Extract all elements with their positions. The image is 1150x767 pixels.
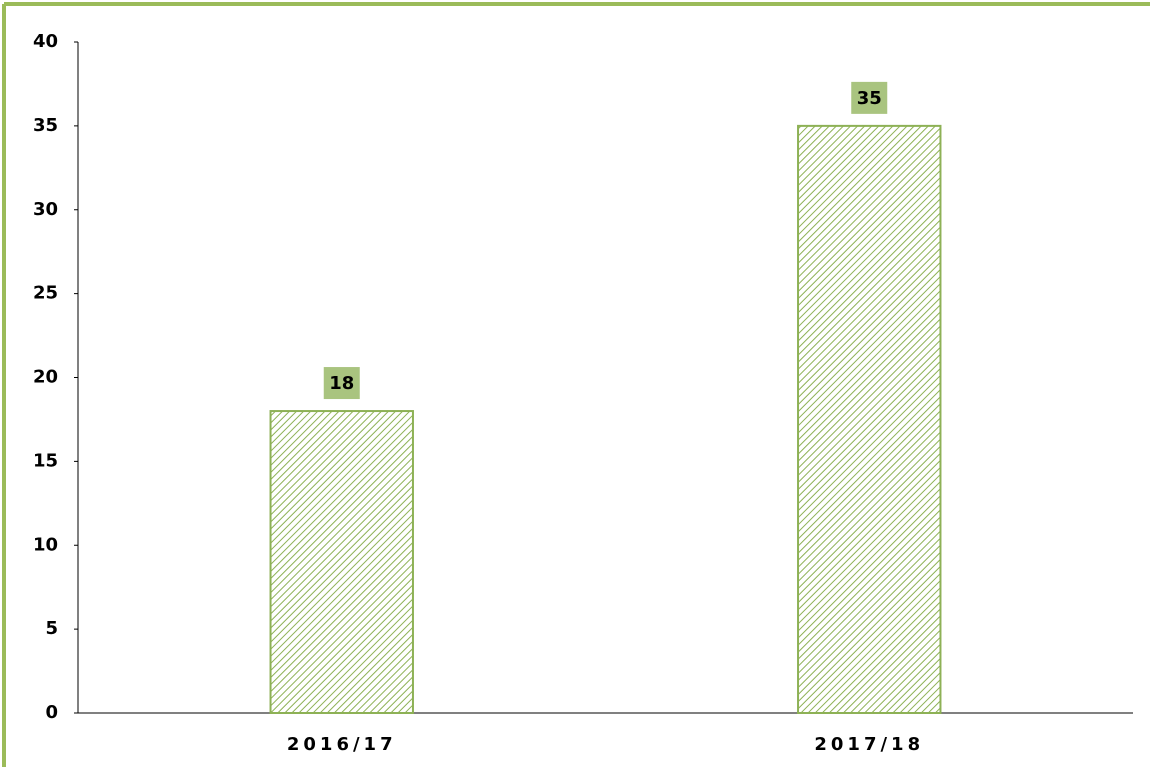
- y-tick-label: 30: [33, 199, 58, 220]
- y-tick-label: 0: [45, 702, 58, 723]
- y-tick-label: 20: [33, 367, 58, 388]
- data-label-box: [851, 81, 888, 114]
- y-tick-label: 40: [33, 31, 58, 52]
- data-label-box: [323, 367, 360, 400]
- bar: [797, 124, 942, 714]
- y-tick-label: 15: [33, 450, 58, 471]
- y-tick-label: 25: [33, 283, 58, 304]
- bar: [269, 410, 414, 714]
- y-tick-label: 5: [45, 618, 58, 639]
- y-tick-label: 10: [33, 534, 58, 555]
- y-tick-label: 35: [33, 115, 58, 136]
- data-label: 35: [857, 88, 882, 109]
- data-label: 18: [329, 373, 354, 394]
- x-tick-label: 2017/18: [814, 734, 924, 755]
- x-tick-label: 2016/17: [287, 734, 397, 755]
